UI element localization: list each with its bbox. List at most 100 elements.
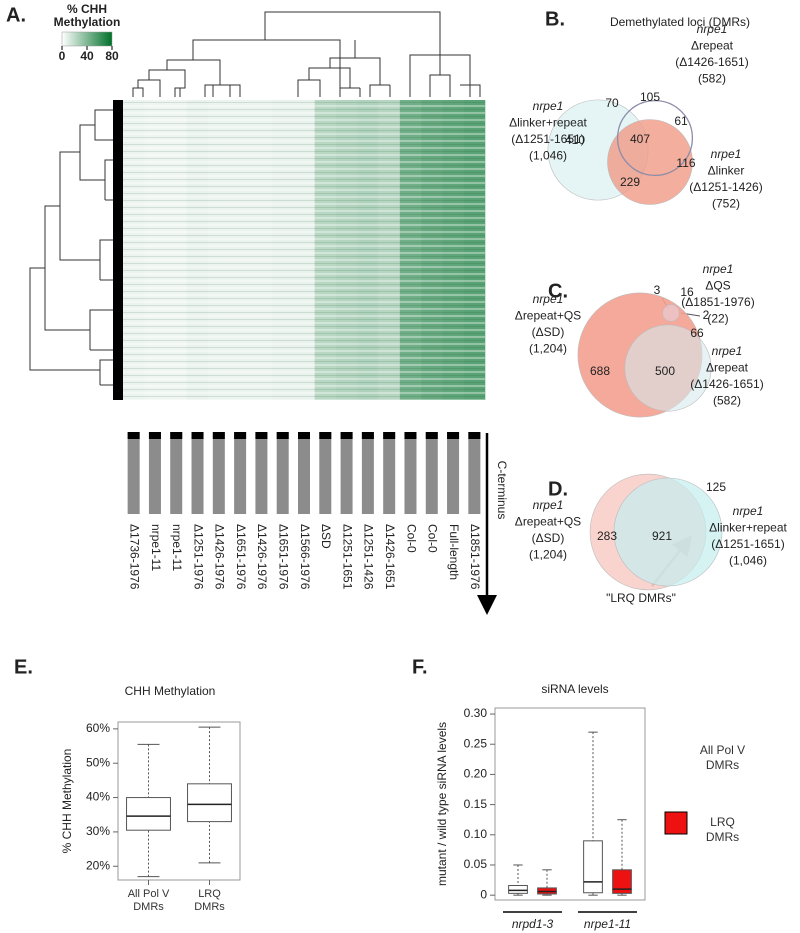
construct-bar: [340, 432, 353, 514]
region-count: 70: [605, 96, 619, 110]
set-label: Δrepeat: [706, 361, 749, 375]
set-label: nrpe1: [733, 504, 764, 518]
set-label: (Δ1251-1651): [511, 132, 584, 146]
legend-swatch: [664, 811, 688, 835]
panel-label: E.: [14, 656, 33, 678]
construct-bar: [255, 432, 268, 514]
box: [612, 869, 632, 894]
set-label: (582): [698, 72, 726, 86]
panel-label: D.: [548, 478, 568, 500]
set-label: Δlinker: [708, 164, 745, 178]
y-tick-label: 50%: [86, 755, 110, 769]
panel-title: siRNA levels: [541, 682, 608, 696]
set-label: (22): [707, 312, 728, 326]
region-count: 921: [652, 529, 672, 543]
set-label: (Δ1251-1651): [711, 537, 784, 551]
column-label: Δ1251-1651: [340, 524, 354, 590]
left-dendrogram: [29, 109, 113, 386]
venn-set: [613, 477, 723, 587]
top-dendrogram: [132, 11, 481, 97]
plot-frame: [117, 721, 241, 881]
column-label: Δ1651-1976: [277, 524, 291, 590]
construct-bar: [447, 432, 460, 514]
panel-label: C.: [548, 280, 568, 302]
y-tick-label: 0.20: [464, 767, 488, 781]
y-tick-label: 20%: [86, 858, 110, 872]
box: [187, 783, 232, 823]
region-count: 125: [706, 480, 726, 494]
construct-cap: [276, 432, 289, 439]
region-count: 66: [690, 326, 704, 340]
region-count: 688: [590, 364, 610, 378]
region-count: 410: [565, 133, 585, 147]
column-label: Δ1251-1426: [362, 524, 376, 590]
annotation: "LRQ DMRs": [606, 591, 676, 605]
construct-cap: [340, 432, 353, 439]
construct-cap: [127, 432, 140, 439]
set-label: nrpe1: [697, 22, 728, 36]
annotation: C-terminus: [495, 461, 509, 520]
construct-bar: [170, 432, 183, 514]
region-count: 500: [655, 364, 675, 378]
legend-label: All Pol V DMRs: [699, 743, 746, 772]
panel-label: A.: [6, 4, 26, 26]
set-label: (Δ1251-1426): [689, 180, 762, 194]
y-tick-label: 60%: [86, 721, 110, 735]
set-label: nrpe1: [712, 344, 743, 358]
construct-bar: [404, 432, 417, 514]
y-tick-label: 0.10: [464, 827, 488, 841]
column-label: nrpe1-11: [149, 524, 163, 571]
set-label: Δrepeat+QS: [515, 515, 581, 529]
set-label: (Δ1426-1651): [690, 377, 763, 391]
y-tick-label: 0.05: [464, 857, 488, 871]
set-label: nrpe1: [533, 292, 564, 306]
construct-bar: [425, 432, 438, 514]
x-tick-label: All Pol V DMRs: [127, 888, 170, 913]
construct-bar: [148, 432, 161, 514]
set-label: Δlinker+repeat: [509, 116, 587, 130]
construct-bar: [383, 432, 396, 514]
column-label: Δ1736-1976: [127, 524, 141, 590]
construct-bar: [319, 432, 332, 514]
venn-set: [624, 324, 712, 412]
set-label: nrpe1: [533, 99, 564, 113]
legend-label: LRQ DMRs: [705, 815, 740, 844]
panel-title: Demethylated loci (DMRs): [610, 15, 750, 29]
set-label: nrpe1: [703, 262, 734, 276]
construct-bar: [212, 432, 225, 514]
row-band: [113, 100, 123, 400]
column-label: Col-0: [426, 524, 440, 553]
column-label: Δ1251-1976: [191, 524, 205, 590]
column-label: Δ1651-1976: [234, 524, 248, 590]
colorbar-tick-label: 40: [80, 49, 94, 63]
y-tick-label: 0.15: [464, 797, 488, 811]
set-label: ΔQS: [705, 279, 730, 293]
panel-label: B.: [545, 8, 565, 30]
box: [126, 797, 171, 831]
set-label: Δlinker+repeat: [709, 521, 787, 535]
construct-bar: [361, 432, 374, 514]
construct-cap: [212, 432, 225, 439]
column-label: ΔSD: [319, 524, 333, 549]
construct-bar: [234, 432, 247, 514]
region-count: 16: [680, 285, 694, 299]
construct-cap: [319, 432, 332, 439]
set-label: (ΔSD): [532, 531, 565, 545]
colorbar-title: Methylation: [54, 15, 121, 29]
panel-title: CHH Methylation: [125, 684, 216, 698]
region-count: 3: [654, 283, 661, 297]
set-label: (Δ1851-1976): [681, 295, 754, 309]
set-label: (ΔSD): [532, 325, 565, 339]
group-label: nrpd1-3: [512, 917, 554, 931]
set-label: (1,046): [529, 149, 567, 163]
venn-set: [607, 119, 693, 205]
y-tick-label: 0.30: [464, 706, 488, 720]
column-label: Δ1426-1651: [383, 524, 397, 590]
set-label: nrpe1: [711, 147, 742, 161]
y-axis-label: mutant / wild type siRNA levels: [435, 722, 449, 886]
construct-cap: [468, 432, 481, 439]
construct-cap: [447, 432, 460, 439]
set-label: (752): [712, 197, 740, 211]
panel-label: F.: [412, 656, 428, 678]
